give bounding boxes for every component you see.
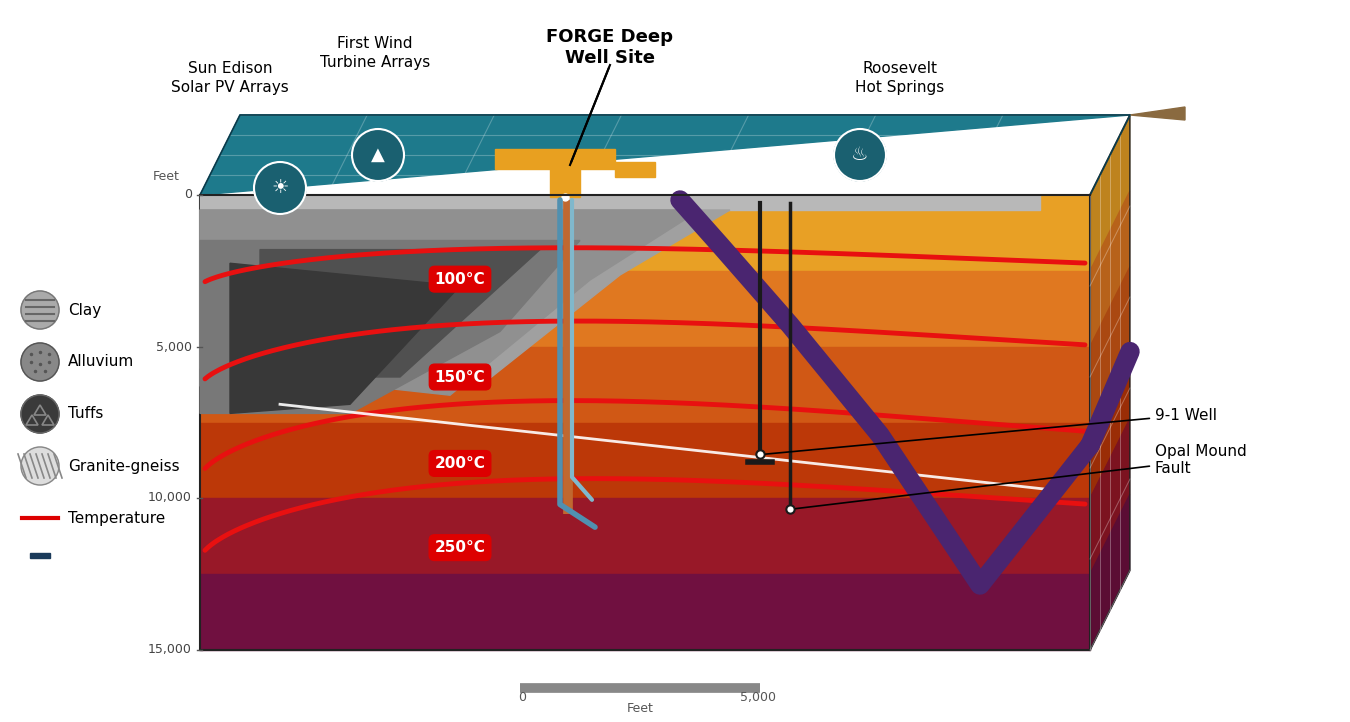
Text: FORGE Deep
Well Site: FORGE Deep Well Site — [547, 28, 674, 67]
Text: Feet: Feet — [153, 170, 180, 183]
Text: Temperature: Temperature — [68, 510, 165, 526]
Text: ☀: ☀ — [271, 178, 289, 198]
Text: Alluvium: Alluvium — [68, 355, 134, 370]
Polygon shape — [261, 250, 540, 377]
Polygon shape — [1089, 115, 1130, 271]
Text: Clay: Clay — [68, 303, 101, 318]
Text: ▲: ▲ — [371, 146, 385, 164]
Text: Opal Mound
Fault: Opal Mound Fault — [795, 444, 1247, 508]
Polygon shape — [200, 271, 1089, 347]
Text: Roosevelt
Hot Springs: Roosevelt Hot Springs — [856, 61, 945, 95]
Polygon shape — [1089, 266, 1130, 422]
Text: 150°C: 150°C — [435, 370, 485, 385]
Polygon shape — [200, 498, 1089, 574]
Polygon shape — [495, 149, 616, 169]
Text: 15,000: 15,000 — [148, 643, 192, 656]
Polygon shape — [1130, 107, 1185, 120]
Polygon shape — [200, 115, 1130, 195]
Text: 10,000: 10,000 — [148, 491, 192, 504]
Text: 9-1 Well: 9-1 Well — [765, 407, 1216, 454]
Circle shape — [352, 129, 404, 181]
Polygon shape — [230, 264, 460, 414]
Circle shape — [22, 395, 59, 433]
Polygon shape — [30, 553, 50, 558]
Circle shape — [22, 447, 59, 485]
Text: 100°C: 100°C — [435, 271, 485, 287]
Polygon shape — [1089, 191, 1130, 347]
Polygon shape — [200, 210, 701, 395]
Polygon shape — [549, 169, 580, 197]
Polygon shape — [200, 347, 1089, 422]
Polygon shape — [1089, 494, 1130, 650]
Polygon shape — [200, 195, 1040, 210]
Text: Feet: Feet — [626, 702, 653, 715]
Text: 5,000: 5,000 — [740, 691, 776, 704]
Text: Granite-gneiss: Granite-gneiss — [68, 458, 180, 474]
Polygon shape — [1089, 418, 1130, 574]
Text: ♨: ♨ — [852, 146, 869, 165]
Text: Tuffs: Tuffs — [68, 406, 104, 422]
Text: First Wind
Turbine Arrays: First Wind Turbine Arrays — [320, 36, 431, 70]
Text: Sun Edison
Solar PV Arrays: Sun Edison Solar PV Arrays — [171, 61, 289, 95]
Polygon shape — [616, 162, 655, 177]
Text: 250°C: 250°C — [435, 540, 486, 555]
Polygon shape — [200, 240, 580, 414]
Text: 5,000: 5,000 — [157, 341, 192, 354]
Polygon shape — [200, 195, 1089, 271]
Circle shape — [834, 129, 886, 181]
Text: 200°C: 200°C — [435, 456, 486, 471]
Circle shape — [22, 291, 59, 329]
Text: 0: 0 — [184, 188, 192, 201]
Circle shape — [22, 343, 59, 381]
Polygon shape — [200, 422, 1089, 498]
Polygon shape — [200, 210, 730, 386]
Text: 0: 0 — [518, 691, 526, 704]
Circle shape — [254, 162, 306, 214]
Polygon shape — [200, 574, 1089, 650]
Polygon shape — [1089, 342, 1130, 498]
